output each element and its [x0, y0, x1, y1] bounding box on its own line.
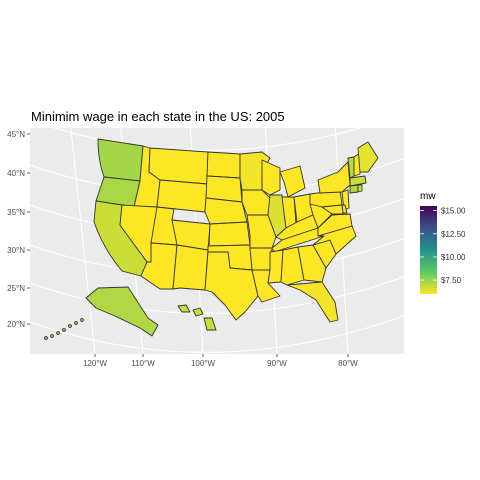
- aleutian-island: [56, 331, 60, 335]
- legend-label: $10.00: [441, 253, 466, 262]
- y-tick-label: 40°N: [7, 169, 25, 178]
- state-va: [317, 213, 353, 237]
- legend: mw $15.00 $12.50 $10.00 $7.50: [420, 191, 466, 294]
- state-nm: [172, 244, 209, 291]
- legend-label: $15.00: [441, 207, 466, 216]
- state-ks: [208, 221, 251, 247]
- x-axis: 120°W 110°W 100°W 90°W 80°W: [83, 354, 358, 368]
- aleutian-island: [80, 318, 84, 322]
- state-ia: [241, 189, 271, 216]
- chart-title: Minimim wage in each state in the US: 20…: [31, 109, 285, 124]
- aleutian-island: [44, 336, 48, 340]
- state-ga: [297, 244, 327, 283]
- state-al: [280, 246, 305, 286]
- x-tick-label: 110°W: [131, 359, 155, 368]
- legend-colorbar: [420, 206, 437, 294]
- state-sd: [205, 175, 243, 203]
- state-ak: [85, 286, 159, 337]
- state-mi: [279, 165, 306, 198]
- state-md: [321, 204, 344, 215]
- legend-label: $7.50: [441, 276, 462, 285]
- aleutian-island: [68, 324, 72, 328]
- legend-label: $12.50: [441, 230, 466, 239]
- state-nc: [312, 225, 357, 255]
- y-tick-label: 20°N: [7, 320, 25, 329]
- state-ms: [267, 249, 284, 284]
- y-tick-label: 30°N: [7, 246, 25, 255]
- y-tick-label: 35°N: [7, 208, 25, 217]
- aleutian-island: [74, 321, 78, 325]
- legend-title: mw: [420, 191, 436, 202]
- x-tick-label: 120°W: [83, 359, 108, 368]
- state-ma: [349, 175, 367, 187]
- x-tick-label: 80°W: [338, 359, 358, 368]
- state-polygons: [44, 138, 379, 340]
- state-mt: [148, 147, 209, 185]
- state-ri: [357, 184, 363, 193]
- state-ct: [349, 184, 359, 194]
- state-fl: [286, 281, 339, 323]
- aleutian-island: [50, 334, 54, 338]
- state-wy: [156, 179, 208, 213]
- x-tick-label: 100°W: [191, 359, 216, 368]
- state-wa: [97, 138, 144, 182]
- y-tick-label: 45°N: [7, 130, 25, 139]
- state-hi: [177, 304, 217, 331]
- aleutian-island: [62, 328, 66, 332]
- x-tick-label: 90°W: [267, 359, 287, 368]
- state-ne: [204, 197, 248, 225]
- y-tick-label: 25°N: [7, 284, 25, 293]
- y-axis: 45°N 40°N 35°N 30°N 25°N 20°N: [7, 130, 30, 329]
- state-me: [357, 141, 379, 173]
- state-nd: [206, 151, 241, 179]
- state-ar: [249, 247, 273, 271]
- state-tx: [204, 251, 259, 321]
